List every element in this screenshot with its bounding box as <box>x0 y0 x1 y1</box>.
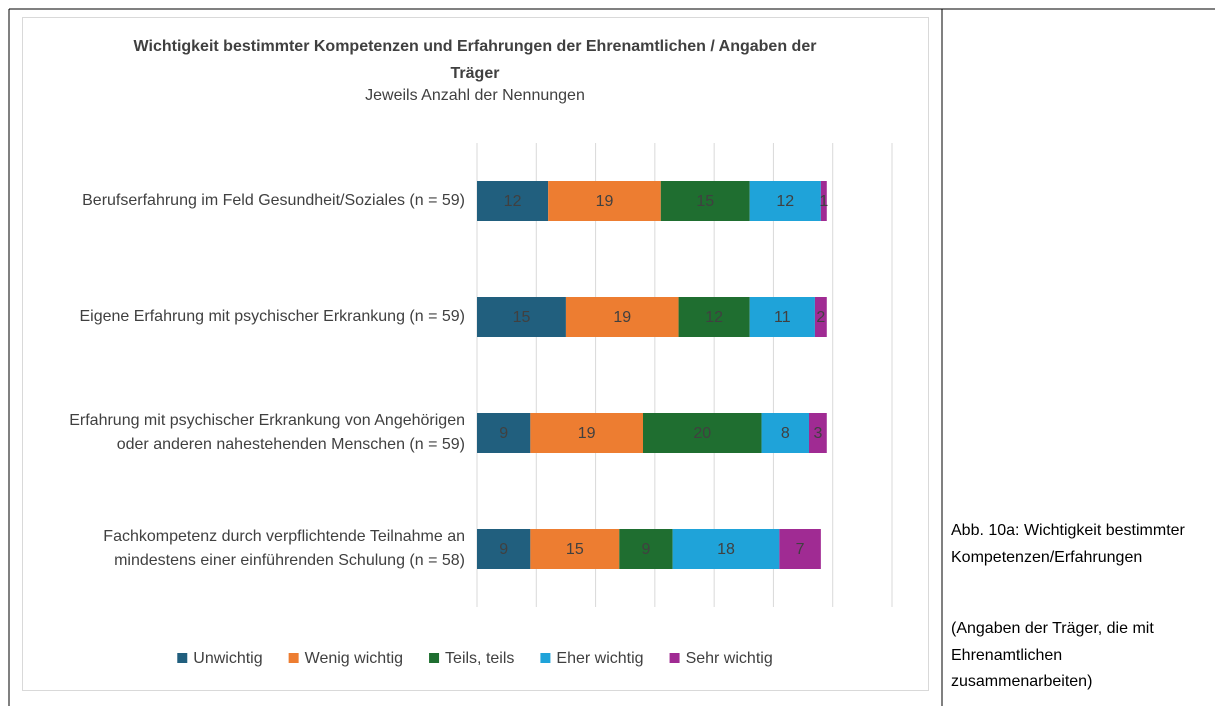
data-label: 12 <box>776 193 794 210</box>
caption-title: Abb. 10a: Wichtigkeit bestimmter Kompete… <box>951 522 1185 566</box>
bar-segment <box>779 529 821 569</box>
bar-segment <box>477 529 531 569</box>
data-label: 2 <box>816 309 825 326</box>
bar-segment <box>672 529 780 569</box>
data-label: 12 <box>504 193 522 210</box>
legend-label: Sehr wichtig <box>686 650 773 667</box>
legend-label: Unwichtig <box>193 650 262 667</box>
data-label: 19 <box>578 425 596 442</box>
category-label: Berufserfahrung im Feld Gesundheit/Sozia… <box>82 192 465 209</box>
data-label: 15 <box>696 193 714 210</box>
data-label: 9 <box>499 425 508 442</box>
data-label: 19 <box>596 193 614 210</box>
chart-frame <box>22 17 929 691</box>
legend-swatch <box>540 653 551 663</box>
bar-segment <box>678 297 750 337</box>
category-label: Erfahrung mit psychischer Erkrankung von… <box>69 412 465 453</box>
bar-segment <box>530 413 643 453</box>
bar-segment <box>660 181 750 221</box>
bar-segment <box>809 413 827 453</box>
data-label: 12 <box>705 309 723 326</box>
legend-swatch <box>669 653 680 663</box>
bar-segment <box>477 413 531 453</box>
bar-segment <box>761 413 809 453</box>
bar-segment <box>820 181 827 221</box>
legend-label: Eher wichtig <box>556 650 643 667</box>
data-label: 8 <box>781 425 790 442</box>
category-label: Fachkompetenz durch verpflichtende Teiln… <box>103 528 465 569</box>
chart-subtitle: Jeweils Anzahl der Nennungen <box>365 87 585 104</box>
data-label: 15 <box>513 309 531 326</box>
category-label: Eigene Erfahrung mit psychischer Erkrank… <box>79 308 465 325</box>
data-label: 3 <box>813 425 822 442</box>
bar-segment <box>548 181 661 221</box>
data-label: 9 <box>642 541 651 558</box>
data-label: 9 <box>499 541 508 558</box>
legend-swatch <box>288 653 299 663</box>
bar-segment <box>643 413 762 453</box>
data-label: 7 <box>796 541 805 558</box>
data-label: 18 <box>717 541 735 558</box>
data-label: 15 <box>566 541 584 558</box>
bar-segment <box>814 297 827 337</box>
data-label: 1 <box>819 193 828 210</box>
legend-label: Teils, teils <box>445 650 514 667</box>
chart-title: Wichtigkeit bestimmter Kompetenzen und E… <box>133 38 817 82</box>
bar-segment <box>530 529 620 569</box>
bar-segment <box>749 297 815 337</box>
data-label: 20 <box>693 425 711 442</box>
legend-label: Wenig wichtig <box>305 650 403 667</box>
bar-segment <box>565 297 679 337</box>
legend-swatch <box>177 653 188 663</box>
bar-segment <box>477 297 566 337</box>
data-label: 11 <box>774 309 791 326</box>
data-label: 19 <box>613 309 631 326</box>
legend-swatch <box>429 653 440 663</box>
bar-segment <box>477 181 549 221</box>
caption-note: (Angaben der Träger, die mit Ehrenamtlic… <box>951 620 1154 690</box>
bar-segment <box>749 181 821 221</box>
bar-segment <box>619 529 673 569</box>
